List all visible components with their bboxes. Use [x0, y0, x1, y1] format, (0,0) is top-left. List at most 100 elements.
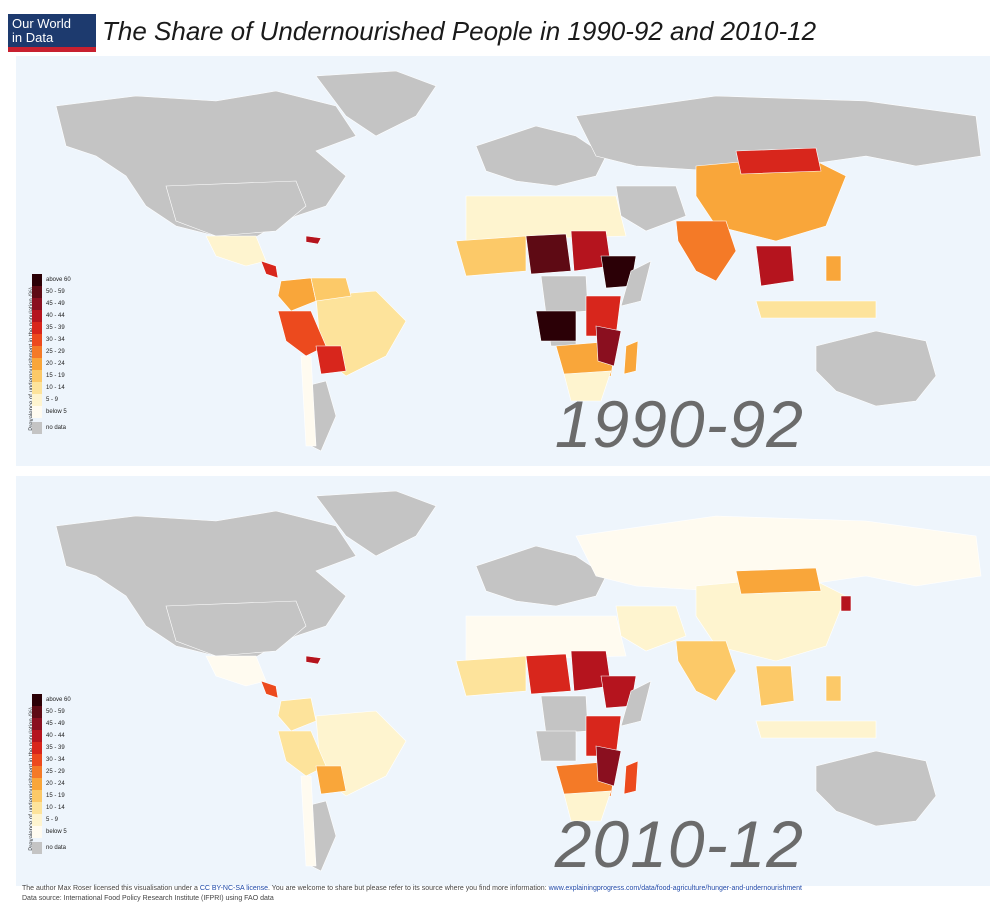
region-congo [535, 310, 577, 342]
region-southeast-asia [755, 665, 795, 707]
region-madagascar [623, 340, 639, 375]
legend-item: 35 - 39 [32, 742, 71, 754]
period-label: 1990-92 [554, 387, 804, 461]
region-middle-east [615, 605, 687, 652]
legend-label: 50 - 59 [46, 289, 65, 295]
legend-swatch [32, 814, 42, 826]
region-peru [277, 730, 327, 777]
legend-item: 10 - 14 [32, 382, 71, 394]
region-southeast-asia [755, 245, 795, 287]
legend-items: above 60 50 - 59 45 - 49 40 - 44 35 - 39 30 -… [32, 274, 71, 434]
region-peru [277, 310, 327, 357]
region-north-africa [465, 195, 627, 242]
legend-items: above 60 50 - 59 45 - 49 40 - 44 35 - 39 30 -… [32, 694, 71, 854]
legend-label: 10 - 14 [46, 805, 65, 811]
region-central-america [260, 680, 279, 699]
legend-swatch [32, 382, 42, 394]
legend-swatch [32, 766, 42, 778]
legend-swatch [32, 322, 42, 334]
legend-item: 15 - 19 [32, 370, 71, 382]
region-north-korea [840, 595, 852, 612]
legend-swatch [32, 422, 42, 434]
legend-item: above 60 [32, 274, 71, 286]
footer-license-prefix: The author Max Roser licensed this visua… [22, 885, 200, 892]
logo-line1: Our World [12, 16, 71, 31]
region-europe [475, 125, 607, 187]
legend-swatch [32, 742, 42, 754]
logo-line2: in Data [12, 30, 54, 45]
region-usa [165, 180, 307, 237]
region-chile [300, 775, 317, 867]
legend-label: 20 - 24 [46, 781, 65, 787]
legend-swatch [32, 370, 42, 382]
legend-label: below 5 [46, 409, 67, 415]
legend-swatch [32, 826, 42, 838]
legend-label: 35 - 39 [46, 745, 65, 751]
legend-label: 15 - 19 [46, 373, 65, 379]
region-greenland [315, 70, 437, 137]
source-url-link[interactable]: www.explainingprogress.com/data/food-agr… [548, 885, 802, 892]
legend-item: no data [32, 842, 71, 854]
legend-item: 25 - 29 [32, 766, 71, 778]
legend-swatch [32, 718, 42, 730]
region-somalia [620, 260, 652, 307]
legend-label: 30 - 34 [46, 757, 65, 763]
region-congo [535, 730, 577, 762]
legend-swatch [32, 842, 42, 854]
legend-swatch [32, 778, 42, 790]
legend-label: 25 - 29 [46, 769, 65, 775]
legend-label: below 5 [46, 829, 67, 835]
legend-swatch [32, 358, 42, 370]
legend-swatch [32, 310, 42, 322]
legend-swatch [32, 406, 42, 418]
license-link[interactable]: CC BY-NC-SA license [199, 885, 269, 892]
legend-item: 30 - 34 [32, 334, 71, 346]
legend-item: 40 - 44 [32, 730, 71, 742]
legend-label: above 60 [46, 697, 71, 703]
legend-label: 25 - 29 [46, 349, 65, 355]
region-west-africa [455, 655, 527, 697]
region-colombia [277, 277, 317, 312]
legend-label: 40 - 44 [46, 313, 65, 319]
legend-label: 45 - 49 [46, 301, 65, 307]
legend-item: no data [32, 422, 71, 434]
legend-swatch [32, 274, 42, 286]
legend-item: below 5 [32, 406, 71, 418]
region-mongolia [735, 147, 822, 175]
legend-swatch [32, 394, 42, 406]
footer: The author Max Roser licensed this visua… [22, 884, 982, 904]
legend-label: 35 - 39 [46, 325, 65, 331]
legend-item: 20 - 24 [32, 358, 71, 370]
region-india [675, 640, 737, 702]
region-philippines [825, 255, 842, 282]
legend-item: 45 - 49 [32, 298, 71, 310]
owid-logo[interactable]: Our World in Data [8, 14, 96, 52]
legend-swatch [32, 706, 42, 718]
region-russia [575, 95, 982, 172]
region-mexico [205, 655, 267, 687]
legend-item: 20 - 24 [32, 778, 71, 790]
region-venezuela [310, 277, 352, 302]
legend-item: 35 - 39 [32, 322, 71, 334]
region-bolivia [315, 765, 347, 795]
region-india [675, 220, 737, 282]
region-europe [475, 545, 607, 607]
region-indonesia [755, 720, 877, 739]
region-chile [300, 355, 317, 447]
legend-label: 50 - 59 [46, 709, 65, 715]
region-central-africa [540, 275, 589, 315]
region-caribbean [305, 235, 322, 245]
legend-item: 45 - 49 [32, 718, 71, 730]
region-greenland [315, 490, 437, 557]
region-indonesia [755, 300, 877, 319]
period-label: 2010-12 [554, 807, 804, 881]
region-chad [525, 233, 572, 275]
region-mongolia [735, 567, 822, 595]
region-somalia [620, 680, 652, 727]
region-chad [525, 653, 572, 695]
legend-item: 50 - 59 [32, 286, 71, 298]
legend-label: above 60 [46, 277, 71, 283]
legend-item: 5 - 9 [32, 814, 71, 826]
legend-item: 15 - 19 [32, 790, 71, 802]
legend-swatch [32, 346, 42, 358]
